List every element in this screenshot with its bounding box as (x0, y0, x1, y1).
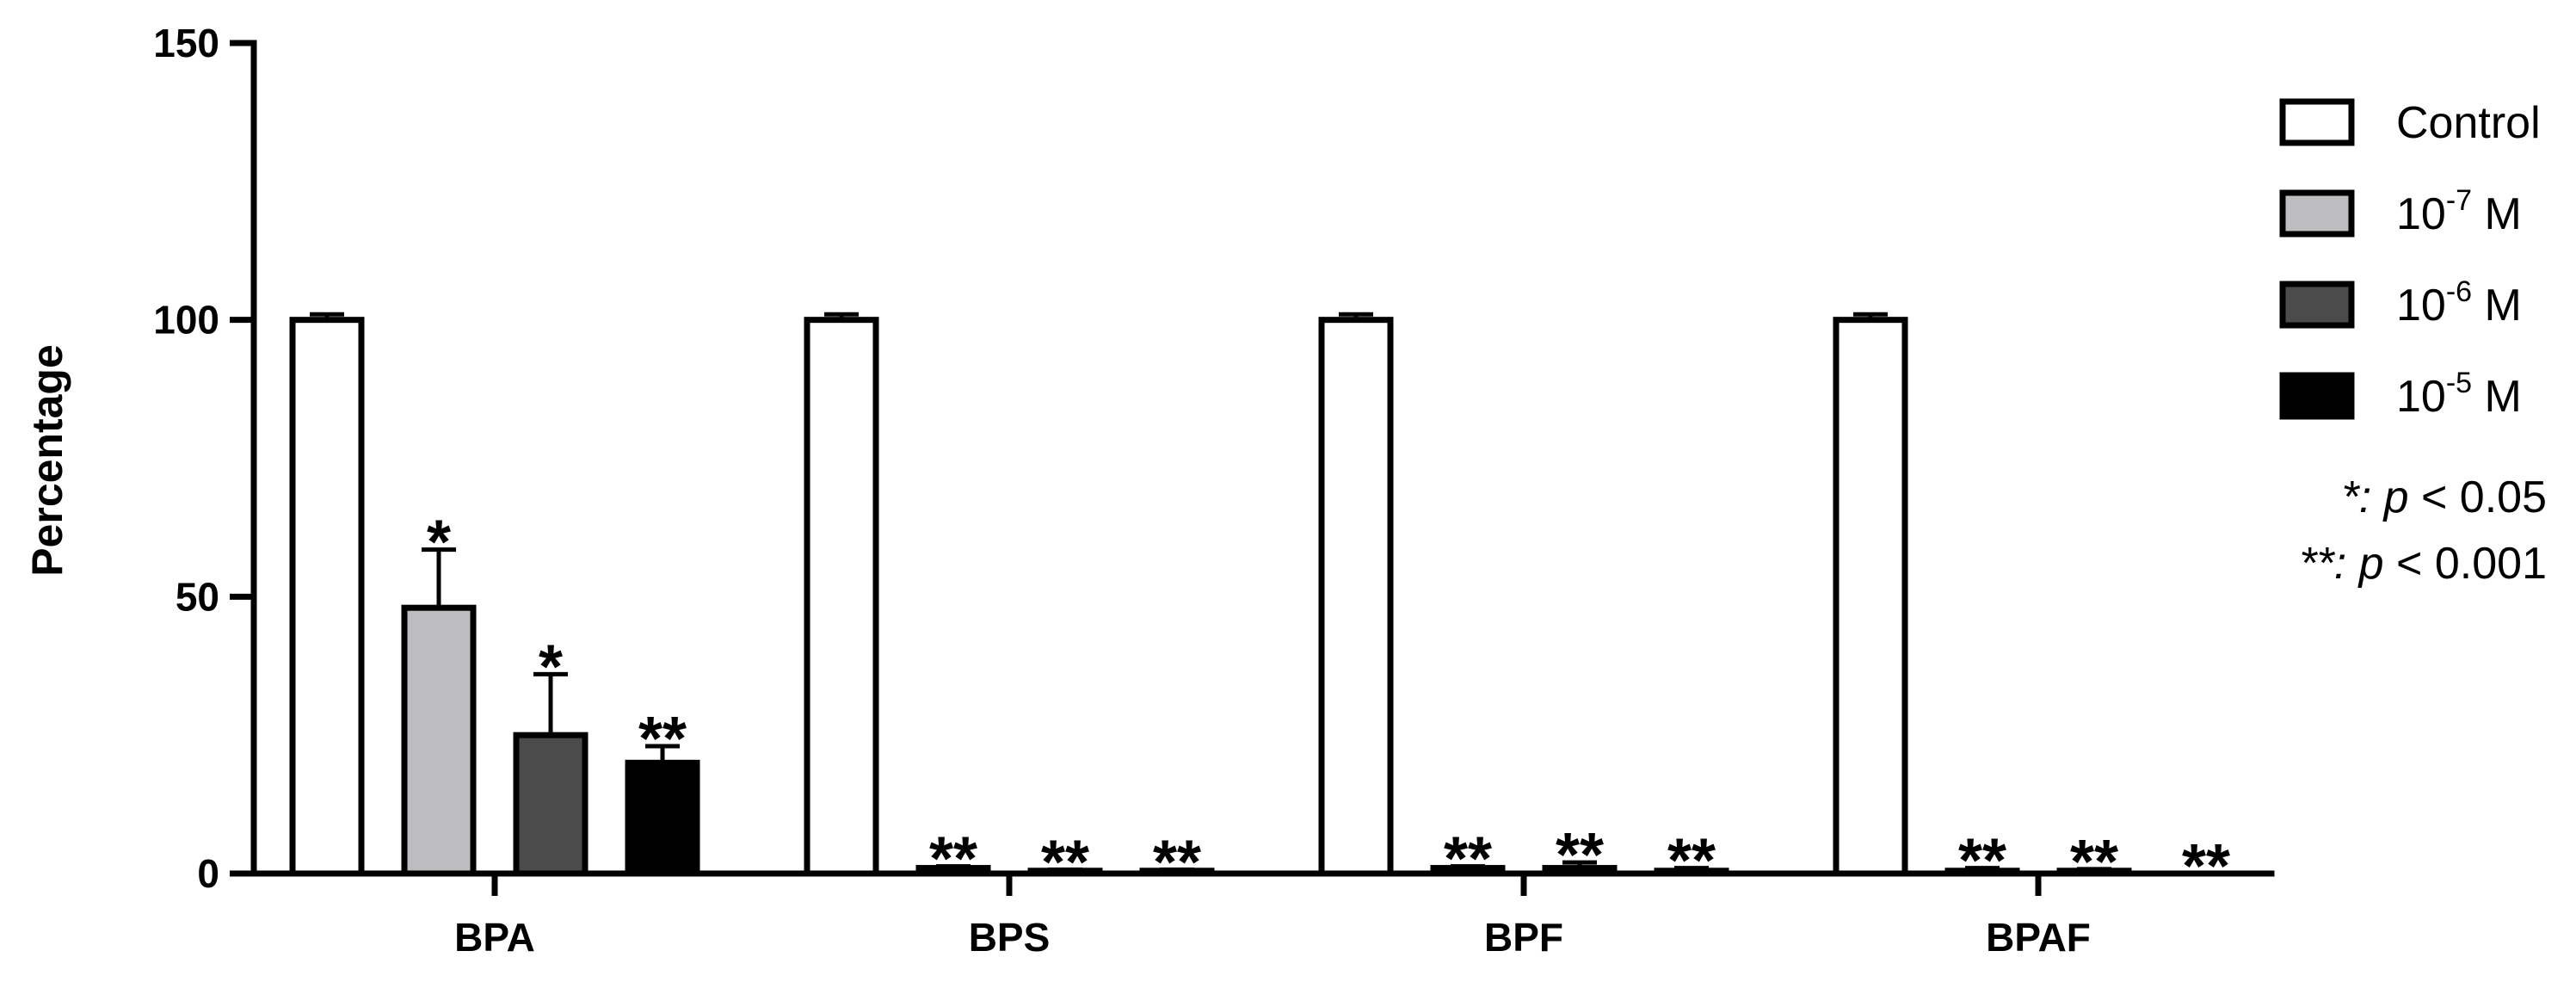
y-tick-label: 150 (153, 21, 219, 65)
y-tick-label: 50 (176, 574, 219, 619)
significance-marker: ** (1153, 828, 1201, 897)
significance-marker: ** (2070, 828, 2118, 897)
legend-label: Control (2396, 98, 2541, 148)
y-tick-label: 0 (197, 851, 219, 896)
legend-label: 10-7 M (2396, 184, 2522, 239)
significance-note: **: p < 0.001 (2299, 539, 2547, 589)
y-axis: 0 50 100 150 (153, 21, 257, 896)
significance-marker: * (539, 633, 563, 701)
bar (1833, 317, 1908, 877)
significance-notes: *: p < 0.05 **: p < 0.001 (2299, 472, 2547, 589)
significance-marker: ** (929, 825, 977, 894)
legend-swatch (2279, 372, 2355, 420)
x-tick-label: BPA (454, 915, 535, 960)
significance-marker: ** (1667, 827, 1716, 896)
x-axis: BPA BPS BPF BPAF (250, 870, 2275, 960)
legend-label: 10-6 M (2396, 275, 2522, 330)
significance-note: *: p < 0.05 (2341, 472, 2547, 522)
x-tick-label: BPAF (1986, 915, 2091, 960)
legend-swatch (2279, 98, 2355, 146)
bars: ****** ** ** ** ** ** ** ** ** (289, 312, 2230, 901)
legend-swatch (2279, 281, 2355, 329)
legend: Control 10-7 M 10-6 M 10-5 M (2279, 98, 2541, 422)
x-tick-label: BPF (1484, 915, 1563, 960)
bar (513, 732, 589, 877)
bar (401, 604, 477, 877)
bar (625, 759, 700, 877)
significance-marker: * (427, 509, 451, 577)
significance-marker: ** (1958, 827, 2006, 896)
significance-marker: ** (638, 705, 687, 774)
bar (1318, 317, 1394, 877)
significance-marker: ** (1041, 828, 1089, 897)
y-axis-title: Percentage (23, 344, 71, 577)
significance-marker: ** (1556, 821, 1604, 890)
y-tick-label: 100 (153, 298, 219, 343)
x-tick-label: BPS (969, 915, 1051, 960)
legend-swatch (2279, 189, 2355, 238)
significance-marker: ** (2182, 832, 2230, 901)
bar (804, 317, 879, 877)
bar (289, 317, 365, 877)
legend-label: 10-5 M (2396, 367, 2522, 422)
significance-marker: ** (1444, 825, 1492, 894)
